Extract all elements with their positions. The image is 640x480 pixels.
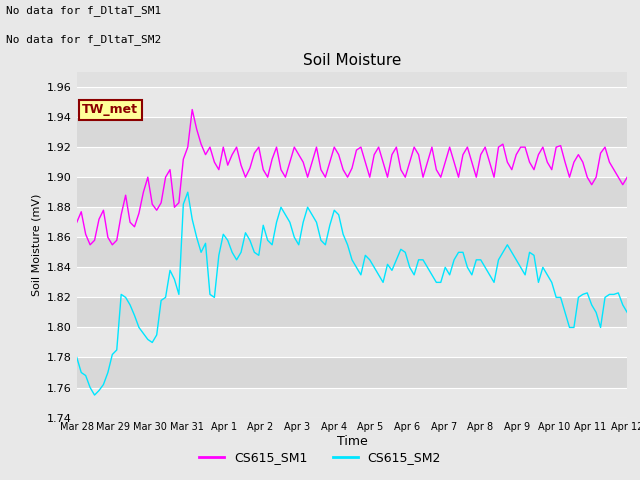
Bar bbox=[77, 298, 627, 327]
Bar bbox=[77, 177, 627, 207]
Bar bbox=[77, 207, 627, 237]
Bar bbox=[77, 237, 627, 267]
Bar bbox=[77, 327, 627, 358]
Title: Soil Moisture: Soil Moisture bbox=[303, 53, 401, 68]
Text: TW_met: TW_met bbox=[83, 104, 138, 117]
Text: No data for f_DltaT_SM1: No data for f_DltaT_SM1 bbox=[6, 5, 162, 16]
Text: No data for f_DltaT_SM2: No data for f_DltaT_SM2 bbox=[6, 34, 162, 45]
Bar bbox=[77, 147, 627, 177]
X-axis label: Time: Time bbox=[337, 435, 367, 448]
Legend: CS615_SM1, CS615_SM2: CS615_SM1, CS615_SM2 bbox=[194, 446, 446, 469]
Y-axis label: Soil Moisture (mV): Soil Moisture (mV) bbox=[31, 193, 42, 296]
Bar bbox=[77, 267, 627, 298]
Bar bbox=[77, 387, 627, 418]
Bar bbox=[77, 358, 627, 387]
Bar bbox=[77, 117, 627, 147]
Bar bbox=[77, 87, 627, 117]
